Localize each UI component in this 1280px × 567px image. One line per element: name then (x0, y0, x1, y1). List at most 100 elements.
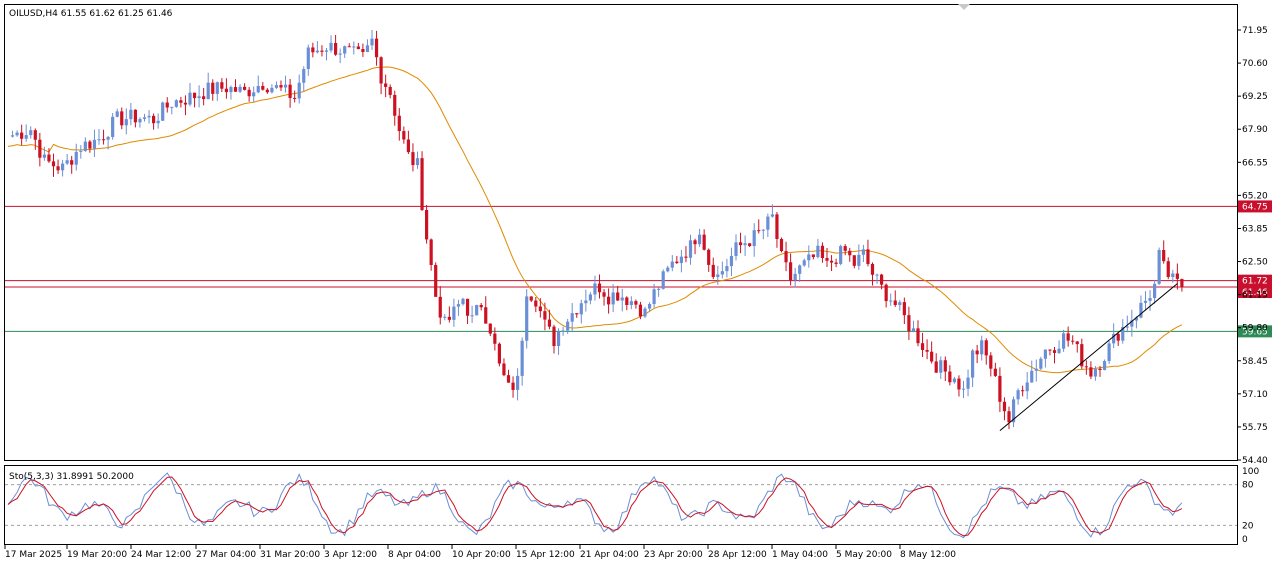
candle (984, 338, 988, 365)
candle (411, 143, 415, 172)
price-tick-label: 54.40 (1242, 456, 1268, 466)
candle-body (47, 154, 51, 162)
candle-body (24, 135, 28, 139)
candle-body (597, 283, 602, 293)
candle-body (1121, 327, 1125, 341)
candle-body (1093, 368, 1098, 377)
stoch-axis-label: 100 (1242, 467, 1259, 477)
candle (170, 106, 174, 115)
candle (1116, 331, 1120, 346)
candle (597, 274, 602, 299)
candle-body (966, 377, 970, 389)
candle (229, 85, 233, 100)
candle (224, 78, 228, 99)
candle-body (738, 242, 743, 246)
candle-body (1102, 361, 1107, 371)
candle (47, 148, 51, 163)
candle-body (802, 260, 806, 266)
candle-body (907, 315, 911, 332)
candle-body (152, 115, 156, 124)
candle (1011, 396, 1016, 428)
candle-body (456, 304, 461, 307)
candle (543, 302, 547, 331)
candle (1043, 349, 1047, 368)
candle (547, 309, 552, 330)
candle (511, 376, 515, 398)
candle-body (852, 255, 856, 266)
candle-body (1089, 367, 1093, 377)
candle-body (1048, 349, 1052, 351)
candle (188, 83, 192, 107)
candle-body (88, 141, 92, 149)
candle-body (274, 85, 279, 88)
candle-body (111, 116, 115, 137)
candle-body (975, 350, 979, 355)
candle-body (343, 46, 347, 54)
candle (197, 85, 201, 108)
candle-body (1143, 300, 1148, 303)
candle-body (288, 84, 292, 98)
candle (74, 143, 78, 171)
candle-body (784, 251, 788, 263)
candle (588, 292, 592, 305)
candle (347, 43, 351, 48)
candle-body (702, 234, 706, 250)
symbol-header: OILUSD,H4 61.55 61.62 61.25 61.46 (9, 9, 173, 19)
candle-body (247, 89, 251, 97)
candle (989, 352, 993, 377)
candle (402, 126, 406, 144)
stoch-axis-label: 80 (1242, 481, 1254, 491)
stoch-axis-label: 20 (1242, 521, 1254, 531)
candle-body (989, 355, 993, 369)
price-tick-label: 61.15 (1242, 291, 1268, 301)
candle (843, 244, 847, 256)
candle-body (880, 274, 884, 285)
main-plot-frame (4, 4, 1238, 461)
candle (1143, 291, 1148, 311)
candle (902, 297, 906, 325)
candle-body (311, 47, 315, 53)
candle (916, 320, 920, 347)
candle (92, 129, 97, 157)
candle-body (1139, 302, 1143, 318)
scroll-marker-icon[interactable] (958, 4, 970, 10)
support-trendline[interactable] (999, 283, 1178, 431)
level-tag-bg (1238, 325, 1272, 338)
time-tick-label: 19 Mar 20:00 (67, 550, 127, 560)
candle (1057, 340, 1061, 355)
candle (716, 265, 720, 285)
candle (802, 258, 806, 267)
candle-body (206, 82, 210, 100)
candle-body (1039, 358, 1043, 369)
candle-body (265, 89, 269, 93)
candle (156, 113, 160, 129)
candle (420, 151, 424, 211)
candle (657, 287, 661, 297)
candle-body (611, 292, 615, 305)
candle (329, 35, 333, 53)
candle (748, 243, 752, 248)
candle (1002, 397, 1007, 421)
candle-body (916, 328, 920, 344)
candle-body (256, 85, 260, 93)
candle (1066, 326, 1070, 347)
candle (725, 258, 729, 278)
candle-body (729, 255, 734, 267)
candle (334, 34, 338, 56)
candle-body (552, 326, 556, 347)
candle-body (51, 161, 56, 167)
candle (829, 255, 834, 271)
level-tag-label: 59.65 (1242, 327, 1268, 337)
time-axis: 17 Mar 2025 19 Mar 20:00 24 Mar 12:00 27 Ma… (4, 545, 956, 560)
candle (930, 341, 934, 364)
candle-body (115, 111, 119, 117)
candle (893, 290, 897, 307)
candle-body (38, 139, 42, 158)
candle-body (434, 264, 438, 297)
candle (206, 72, 210, 100)
candle (766, 213, 770, 238)
candle-body (374, 38, 379, 58)
